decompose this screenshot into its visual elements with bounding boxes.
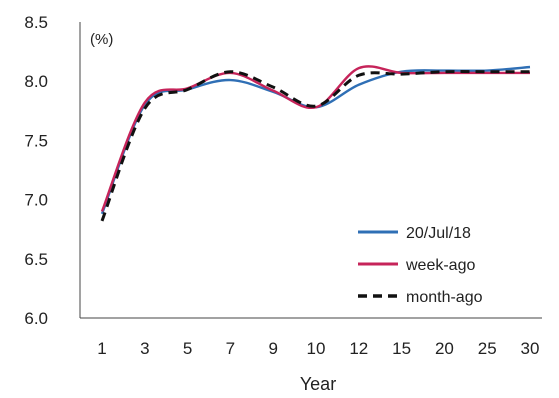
x-tick-label: 30 [521, 339, 540, 358]
y-tick-label: 8.0 [24, 72, 48, 91]
y-tick-label: 7.5 [24, 131, 48, 150]
y-tick-label: 6.5 [24, 250, 48, 269]
x-tick-label: 7 [226, 339, 235, 358]
x-tick-label: 12 [349, 339, 368, 358]
series-group [100, 65, 531, 222]
y-tick-label: 6.0 [24, 309, 48, 328]
x-tick-label: 15 [392, 339, 411, 358]
x-tick-label: 1 [97, 339, 106, 358]
x-tick-label: 10 [307, 339, 326, 358]
x-tick-labels: 1 3 5 7 9 10 12 15 20 25 30 [97, 339, 539, 358]
x-tick-label: 5 [183, 339, 192, 358]
series-line-week-ago [100, 65, 530, 212]
x-tick-label: 3 [140, 339, 149, 358]
x-axis-title: Year [300, 374, 336, 394]
legend-label: month-ago [406, 289, 483, 306]
y-tick-label: 8.5 [24, 13, 48, 32]
unit-label: (%) [90, 31, 113, 48]
x-tick-label: 25 [478, 339, 497, 358]
x-tick-label: 9 [268, 339, 277, 358]
y-tick-label: 7.0 [24, 191, 48, 210]
y-tick-labels: 6.0 6.5 7.0 7.5 8.0 8.5 [24, 13, 48, 328]
legend-label: 20/Jul/18 [406, 225, 471, 242]
legend: 20/Jul/18 week-ago month-ago [358, 225, 483, 306]
axes [79, 22, 542, 319]
legend-label: week-ago [405, 257, 475, 274]
series-line-month-ago [100, 70, 530, 222]
x-tick-label: 20 [435, 339, 454, 358]
